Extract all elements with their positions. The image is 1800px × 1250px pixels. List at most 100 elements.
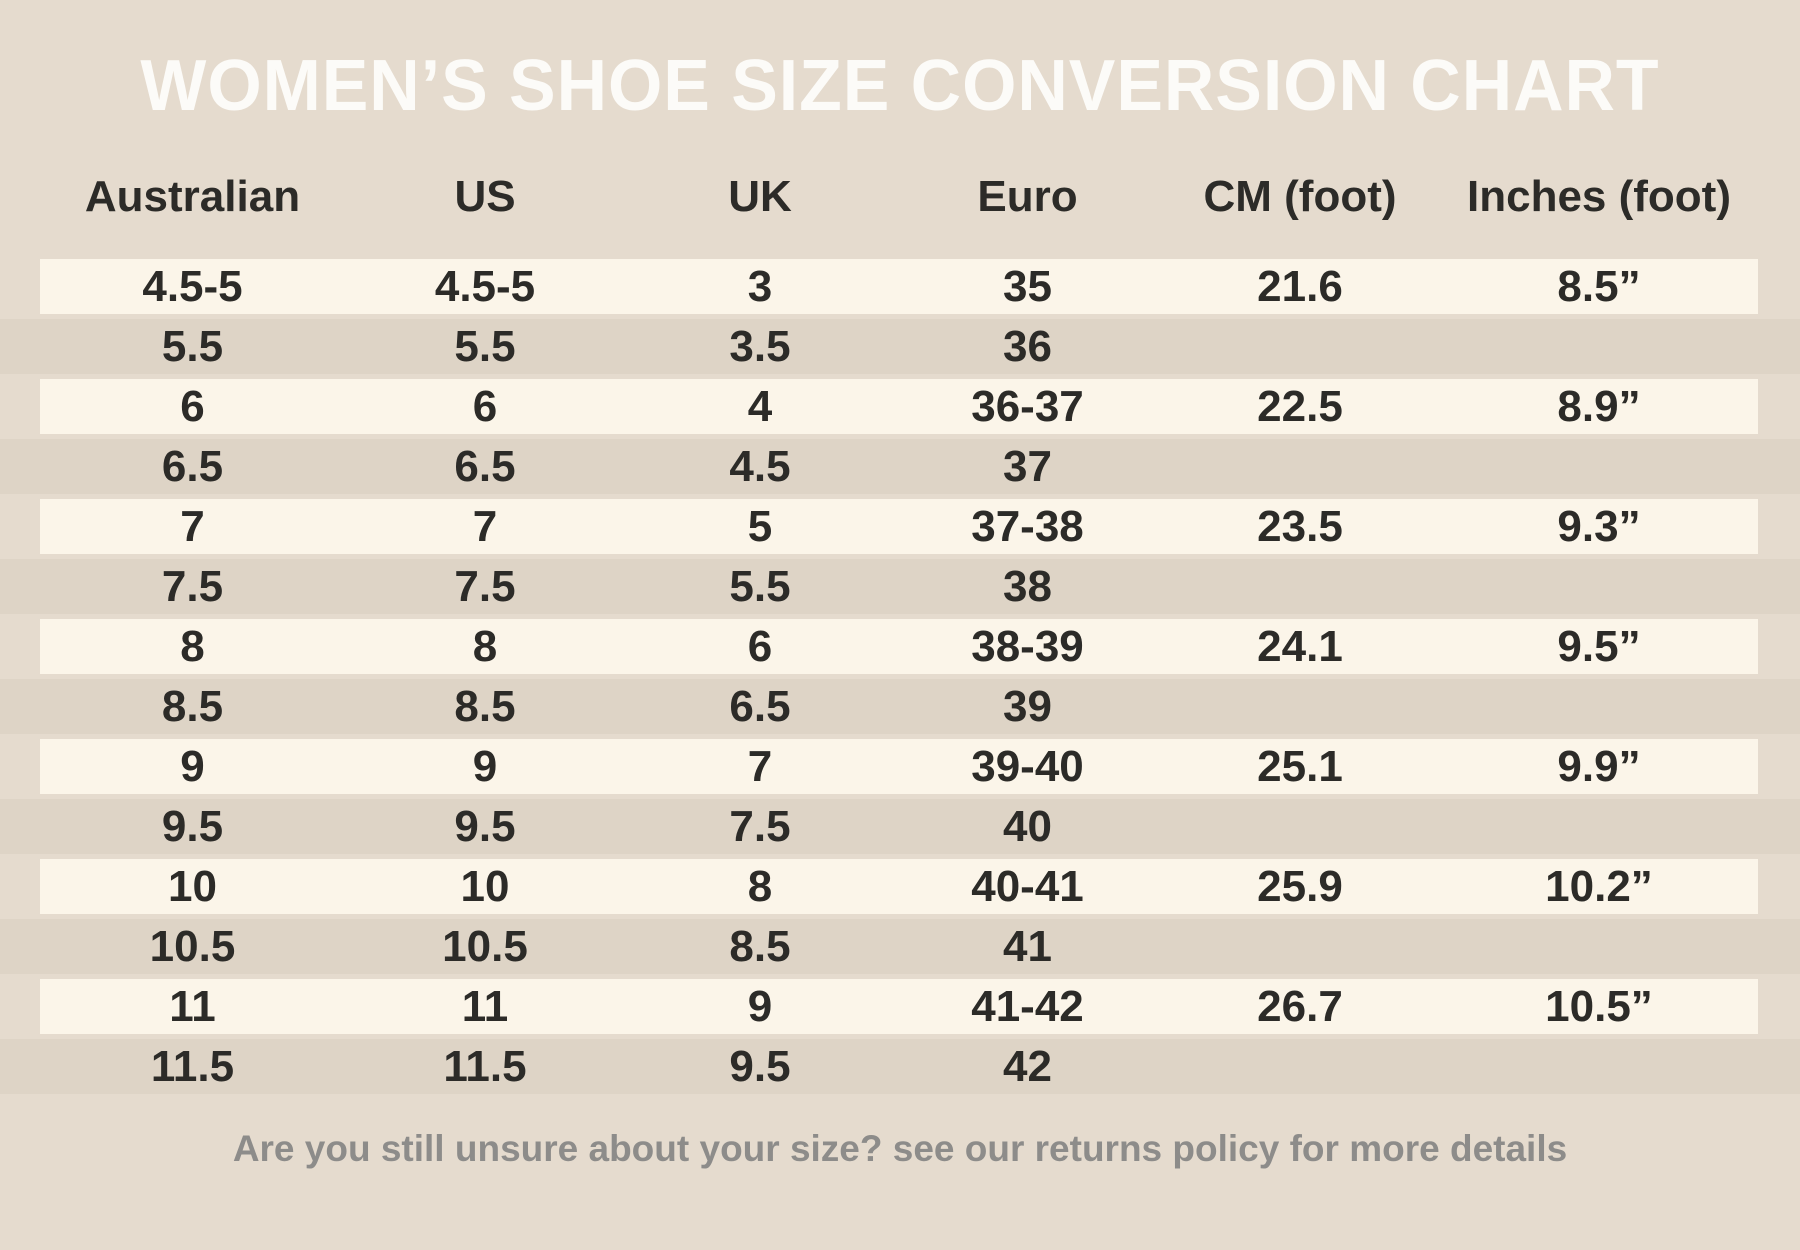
table-cell	[1160, 319, 1440, 374]
table-cell: 8.5	[729, 922, 791, 971]
table-cell: 10.5”	[1545, 982, 1653, 1031]
table-row: 9.5 9.5 7.5 40	[0, 799, 1800, 854]
table-cell: 5	[747, 502, 773, 551]
table-cell: 10	[168, 862, 217, 911]
table-cell: 21.6	[1257, 262, 1343, 311]
table-cell: 9	[747, 982, 773, 1031]
table-cell: 24.1	[1257, 622, 1343, 671]
table-cell: 6.5	[729, 682, 791, 731]
table-cell: 11.5	[150, 1042, 235, 1091]
table-header-cell: UK	[728, 172, 792, 221]
table-cell	[1160, 439, 1440, 494]
table-cell: 9.9”	[1557, 742, 1641, 791]
table-cell: 6	[472, 382, 498, 431]
table-cell: 39	[1003, 682, 1052, 731]
table-cell: 4.5	[729, 442, 791, 491]
table-cell	[1440, 439, 1758, 494]
table-cell: 4	[747, 382, 773, 431]
table-cell: 8.5”	[1557, 262, 1641, 311]
table-cell: 6.5	[454, 442, 516, 491]
table-row: 5.5 5.5 3.5 36	[0, 319, 1800, 374]
table-row: 11 11 9 41-42 26.7 10.5”	[0, 979, 1800, 1034]
table-header-cell: CM (foot)	[1203, 172, 1397, 221]
table-cell: 7	[180, 502, 205, 551]
table-cell: 23.5	[1257, 502, 1343, 551]
table-cell: 25.9	[1257, 862, 1343, 911]
table-cell: 11	[169, 982, 216, 1031]
table-cell: 40-41	[971, 862, 1084, 911]
table-cell: 6	[180, 382, 205, 431]
table-cell: 10.5	[442, 922, 528, 971]
table-cell: 7.5	[729, 802, 791, 851]
table-cell: 8	[472, 622, 498, 671]
table-cell	[1160, 559, 1440, 614]
table-cell: 5.5	[729, 562, 791, 611]
table-cell: 36-37	[971, 382, 1084, 431]
table-row: 8.5 8.5 6.5 39	[0, 679, 1800, 734]
footer-note: Are you still unsure about your size? se…	[232, 1128, 1568, 1169]
table-cell: 26.7	[1257, 982, 1343, 1031]
table-cell: 38-39	[971, 622, 1084, 671]
table-row: 9 9 7 39-40 25.1 9.9”	[0, 739, 1800, 794]
table-cell: 41-42	[971, 982, 1084, 1031]
table-cell: 5.5	[454, 322, 516, 371]
table-cell: 6.5	[161, 442, 224, 491]
table-row: 4.5-5 4.5-5 3 35 21.6 8.5”	[0, 259, 1800, 314]
table-cell: 9	[180, 742, 205, 791]
table-row: 8 8 6 38-39 24.1 9.5”	[0, 619, 1800, 674]
page-title: WOMEN’S SHOE SIZE CONVERSION CHART	[140, 46, 1660, 126]
table-header-cell: Euro	[977, 172, 1078, 221]
table-cell: 40	[1003, 802, 1052, 851]
table-cell: 7.5	[161, 562, 224, 611]
table-cell: 9.5”	[1557, 622, 1641, 671]
table-cell: 4.5-5	[434, 262, 536, 311]
table-cell: 10.2”	[1545, 862, 1653, 911]
table-cell: 8.5	[161, 682, 224, 731]
table-cell: 10	[460, 862, 510, 911]
table-cell	[1440, 559, 1758, 614]
table-cell: 37	[1003, 442, 1052, 491]
table-cell	[1160, 1039, 1440, 1094]
table-cell: 9.3”	[1557, 502, 1641, 551]
table-cell: 9.5	[729, 1042, 791, 1091]
table-cell	[1440, 1039, 1758, 1094]
table-cell	[1160, 799, 1440, 854]
table-cell: 5.5	[161, 322, 224, 371]
table-cell: 41	[1003, 922, 1052, 971]
table-row: 10 10 8 40-41 25.9 10.2”	[0, 859, 1800, 914]
table-cell: 8.5	[454, 682, 516, 731]
table-cell	[1440, 319, 1758, 374]
table-cell	[1160, 679, 1440, 734]
table-cell: 9	[472, 742, 498, 791]
table-header-cell: Australian	[84, 172, 301, 221]
table-cell: 3	[747, 262, 773, 311]
table-row: 11.5 11.5 9.5 42	[0, 1039, 1800, 1094]
table-cell: 7	[747, 742, 773, 791]
table-cell: 6	[747, 622, 773, 671]
table-cell: 4.5-5	[142, 262, 243, 311]
table-cell: 36	[1003, 322, 1052, 371]
table-cell: 8	[180, 622, 205, 671]
table-cell: 39-40	[971, 742, 1084, 791]
table-cell: 11	[461, 982, 509, 1031]
table-cell: 8.9”	[1557, 382, 1641, 431]
table-cell: 25.1	[1257, 742, 1343, 791]
table-header-cell: US	[454, 172, 516, 221]
table-header-cell: Inches (foot)	[1467, 172, 1731, 221]
table-cell: 42	[1003, 1042, 1052, 1091]
table-cell: 11.5	[443, 1042, 527, 1091]
table-header-row: Australian US UK Euro CM (foot) Inches (foot)	[40, 169, 1758, 225]
table-row: 7.5 7.5 5.5 38	[0, 559, 1800, 614]
table-cell: 9.5	[454, 802, 516, 851]
table-cell	[1440, 799, 1758, 854]
table-cell: 8	[747, 862, 773, 911]
table-cell: 9.5	[161, 802, 224, 851]
table-cell: 3.5	[729, 322, 791, 371]
table-cell: 7.5	[454, 562, 516, 611]
table-row: 10.5 10.5 8.5 41	[0, 919, 1800, 974]
table-body: 4.5-5 4.5-5 3 35 21.6 8.5” 5.5 5.5 3.5 36 6 6 4 36-37…	[0, 259, 1800, 1094]
table-cell: 37-38	[971, 502, 1084, 551]
table-cell: 22.5	[1257, 382, 1343, 431]
table-cell	[1440, 919, 1758, 974]
table-row: 6 6 4 36-37 22.5 8.9”	[0, 379, 1800, 434]
